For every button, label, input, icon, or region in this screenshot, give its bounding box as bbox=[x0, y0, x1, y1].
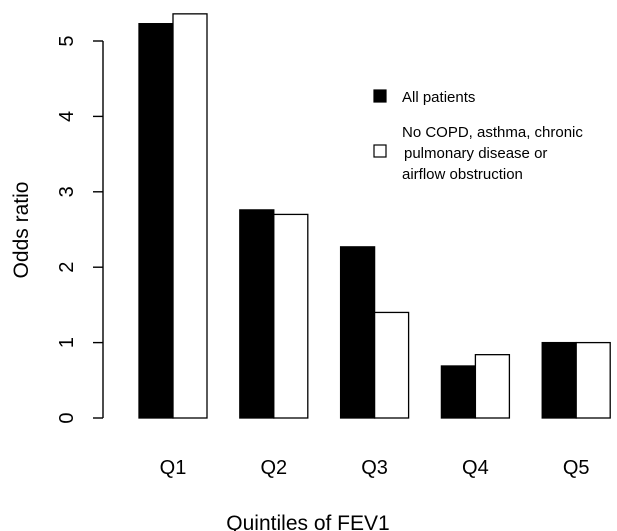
y-tick-label: 5 bbox=[56, 35, 78, 46]
x-tick-label: Q2 bbox=[260, 457, 287, 479]
legend-label-no-copd-line: pulmonary disease or bbox=[404, 145, 547, 162]
y-tick-label: 2 bbox=[56, 262, 78, 273]
bar-all-patients bbox=[339, 246, 376, 419]
x-axis-label: Quintiles of FEV1 bbox=[226, 512, 389, 531]
y-axis-label: Odds ratio bbox=[10, 182, 33, 279]
bar-all-patients bbox=[239, 209, 275, 419]
x-tick-label: Q3 bbox=[361, 457, 388, 479]
y-tick-label: 4 bbox=[56, 111, 78, 122]
bars bbox=[138, 13, 611, 419]
bar-no-copd bbox=[575, 341, 611, 419]
y-tick-label: 1 bbox=[56, 337, 78, 348]
x-tick-label: Q1 bbox=[160, 457, 187, 479]
bar-all-patients bbox=[440, 365, 477, 419]
bar-no-copd bbox=[172, 13, 208, 419]
legend-swatch-all-patients bbox=[373, 89, 387, 103]
legend-label-no-copd-line: No COPD, asthma, chronic bbox=[402, 124, 583, 141]
bar-no-copd bbox=[273, 213, 309, 419]
x-axis-ticks: Q1 Q2 Q3 Q4 Q5 bbox=[160, 457, 590, 479]
legend-label-all-patients: All patients bbox=[402, 89, 475, 106]
x-tick-label: Q5 bbox=[563, 457, 590, 479]
y-tick-label: 3 bbox=[56, 186, 78, 197]
y-axis: 0 1 2 3 4 5 bbox=[56, 35, 104, 424]
bar-all-patients bbox=[541, 341, 577, 419]
legend-label-no-copd-line: airflow obstruction bbox=[402, 166, 523, 183]
y-tick-label: 0 bbox=[56, 412, 78, 423]
x-tick-label: Q4 bbox=[462, 457, 489, 479]
bar-no-copd bbox=[373, 311, 410, 419]
legend: All patients No COPD, asthma, chronic pulm… bbox=[373, 89, 583, 183]
bar-no-copd bbox=[474, 354, 511, 419]
legend-swatch-no-copd bbox=[373, 144, 387, 158]
bar-all-patients bbox=[138, 23, 174, 419]
